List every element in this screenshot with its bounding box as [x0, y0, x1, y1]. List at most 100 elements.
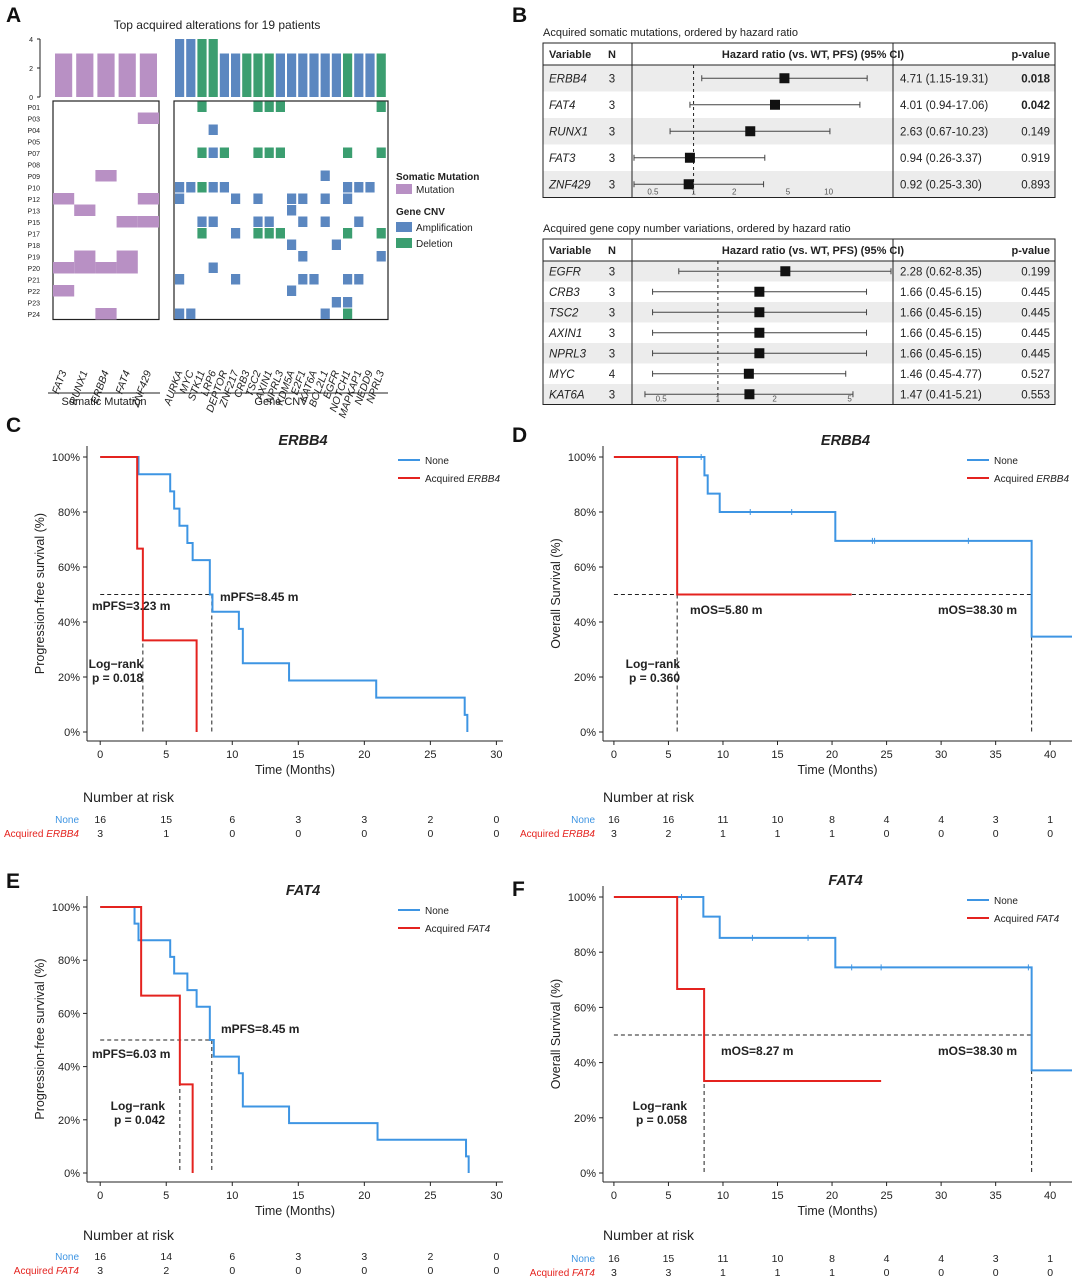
- amplification-cell: [287, 193, 297, 204]
- km-x-tick-label: 0: [611, 749, 617, 761]
- amplification-cell: [186, 182, 196, 193]
- somatic-gene-label: FAT3: [50, 369, 70, 396]
- forest-hr-text: 1.66 (0.45-6.15): [900, 348, 982, 360]
- km-legend-none-label: None: [994, 456, 1018, 467]
- amplification-cell: [343, 274, 353, 285]
- heatmap-title: Top acquired alterations for 19 patients: [114, 18, 321, 32]
- amplification-cell: [287, 239, 297, 250]
- risk-count-none: 3: [361, 1251, 367, 1263]
- forest-gene: ERBB4: [549, 73, 587, 85]
- forest-tick-label: 10: [824, 188, 833, 197]
- km-logrank-label: Log−rank: [89, 657, 144, 671]
- forest-header-variable: Variable: [549, 245, 591, 257]
- patient-label: P19: [28, 254, 41, 261]
- forest-plot-b2: Acquired gene copy number variations, or…: [542, 223, 1056, 405]
- amplification-cell: [331, 239, 341, 250]
- amplification-cell: [175, 182, 185, 193]
- mutation-cell: [137, 112, 159, 124]
- cnv-group-label: Gene CNV: [254, 396, 308, 408]
- deletion-cell: [376, 228, 386, 239]
- km-logrank-p: p = 0.360: [629, 671, 680, 685]
- km-y-tick-label: 80%: [58, 955, 80, 967]
- cnv-bar-notch1: [343, 53, 353, 97]
- cnv-bar-lrp6: [208, 39, 218, 97]
- cnv-bar-mapkap1: [354, 53, 364, 97]
- forest-gene: FAT3: [549, 153, 576, 165]
- forest-p-value: 0.445: [1021, 328, 1050, 340]
- km-y-tick-label: 40%: [574, 1058, 596, 1070]
- km-x-tick-label: 10: [226, 749, 238, 761]
- risk-count-none: 15: [160, 814, 172, 826]
- risk-count-none: 0: [493, 1251, 499, 1263]
- forest-point: [743, 368, 754, 379]
- patient-label: P21: [28, 277, 41, 284]
- risk-count-none: 3: [993, 814, 999, 826]
- risk-count-acquired: 0: [361, 1265, 367, 1277]
- deletion-cell: [197, 182, 207, 193]
- cnv-bar-tsc2: [253, 53, 263, 97]
- km-legend-none-label: None: [425, 456, 449, 467]
- deletion-cell: [253, 101, 263, 112]
- km-x-label: Time (Months): [255, 1204, 335, 1218]
- forest-p-value: 0.919: [1021, 153, 1050, 165]
- risk-count-acquired: 0: [229, 1265, 235, 1277]
- km-y-label: Progression-free survival (%): [33, 513, 47, 674]
- forest-plot-b1: Acquired somatic mutations, ordered by h…: [542, 27, 1056, 198]
- forest-frame: [542, 42, 1056, 198]
- risk-group-acquired: Acquired FAT4: [14, 1266, 80, 1277]
- km-y-tick-label: 100%: [52, 452, 80, 464]
- km-legend-acquired-label: Acquired FAT4: [994, 914, 1060, 925]
- cnv-bar-e2f1: [298, 53, 308, 97]
- forest-n: 3: [609, 328, 615, 340]
- risk-count-none: 10: [772, 1253, 784, 1265]
- km-x-tick-label: 20: [826, 749, 838, 761]
- forest-gene: ZNF429: [548, 179, 591, 191]
- mutation-cell: [53, 262, 75, 274]
- risk-count-acquired: 1: [829, 1267, 835, 1279]
- panel-label-b: B: [512, 4, 527, 27]
- amplification-cell: [231, 193, 241, 204]
- km-median-label: mPFS=8.45 m: [220, 590, 298, 604]
- forest-point: [683, 179, 694, 190]
- amplification-cell: [354, 216, 364, 227]
- risk-count-acquired: 0: [427, 828, 433, 840]
- deletion-cell: [343, 228, 353, 239]
- patient-label: P04: [28, 128, 41, 135]
- km-y-tick-label: 20%: [574, 672, 596, 684]
- risk-count-acquired: 0: [884, 828, 890, 840]
- forest-title: Acquired gene copy number variations, or…: [543, 223, 851, 235]
- patient-label: P18: [28, 243, 41, 250]
- risk-group-none: None: [571, 1254, 595, 1265]
- amplification-cell: [208, 124, 218, 135]
- forest-hr-text: 1.47 (0.41-5.21): [900, 389, 982, 401]
- cnv-bar-egfr: [331, 53, 341, 97]
- legend-mutation-swatch: [396, 184, 412, 194]
- km-median-label: mOS=5.80 m: [690, 603, 762, 617]
- patient-label: P17: [28, 231, 41, 238]
- km-y-tick-label: 0%: [580, 727, 596, 739]
- deletion-cell: [275, 228, 285, 239]
- deletion-cell: [343, 308, 353, 319]
- km-curve-none: [100, 456, 469, 732]
- deletion-cell: [253, 228, 263, 239]
- cnv-bar-deptor: [219, 53, 229, 97]
- risk-count-none: 1: [1047, 1253, 1053, 1265]
- risk-count-none: 4: [884, 1253, 890, 1265]
- forest-p-value: 0.445: [1021, 348, 1050, 360]
- deletion-cell: [197, 228, 207, 239]
- forest-tick-label: 2: [772, 395, 777, 404]
- forest-tick-label: 2: [732, 188, 737, 197]
- risk-count-acquired: 0: [295, 1265, 301, 1277]
- km-y-tick-label: 60%: [574, 562, 596, 574]
- km-y-tick-label: 0%: [580, 1168, 596, 1180]
- risk-count-none: 3: [295, 814, 301, 826]
- risk-count-none: 4: [938, 1253, 944, 1265]
- forest-n: 3: [609, 179, 615, 191]
- km-y-tick-label: 40%: [58, 617, 80, 629]
- km-logrank-label: Log−rank: [633, 1099, 688, 1113]
- km-x-tick-label: 35: [990, 749, 1002, 761]
- risk-count-none: 6: [229, 814, 235, 826]
- km-x-label: Time (Months): [255, 763, 335, 777]
- somatic-gene-label: FAT4: [113, 369, 133, 396]
